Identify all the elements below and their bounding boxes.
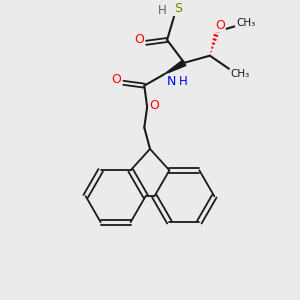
Text: CH₃: CH₃: [230, 69, 250, 79]
Text: H: H: [178, 75, 187, 88]
Text: O: O: [134, 33, 144, 46]
Text: O: O: [112, 73, 122, 86]
Text: S: S: [174, 2, 182, 15]
Polygon shape: [164, 60, 186, 74]
Text: O: O: [215, 19, 225, 32]
Text: H: H: [158, 4, 167, 17]
Text: O: O: [149, 99, 159, 112]
Text: CH₃: CH₃: [236, 18, 255, 28]
Text: N: N: [167, 75, 176, 88]
